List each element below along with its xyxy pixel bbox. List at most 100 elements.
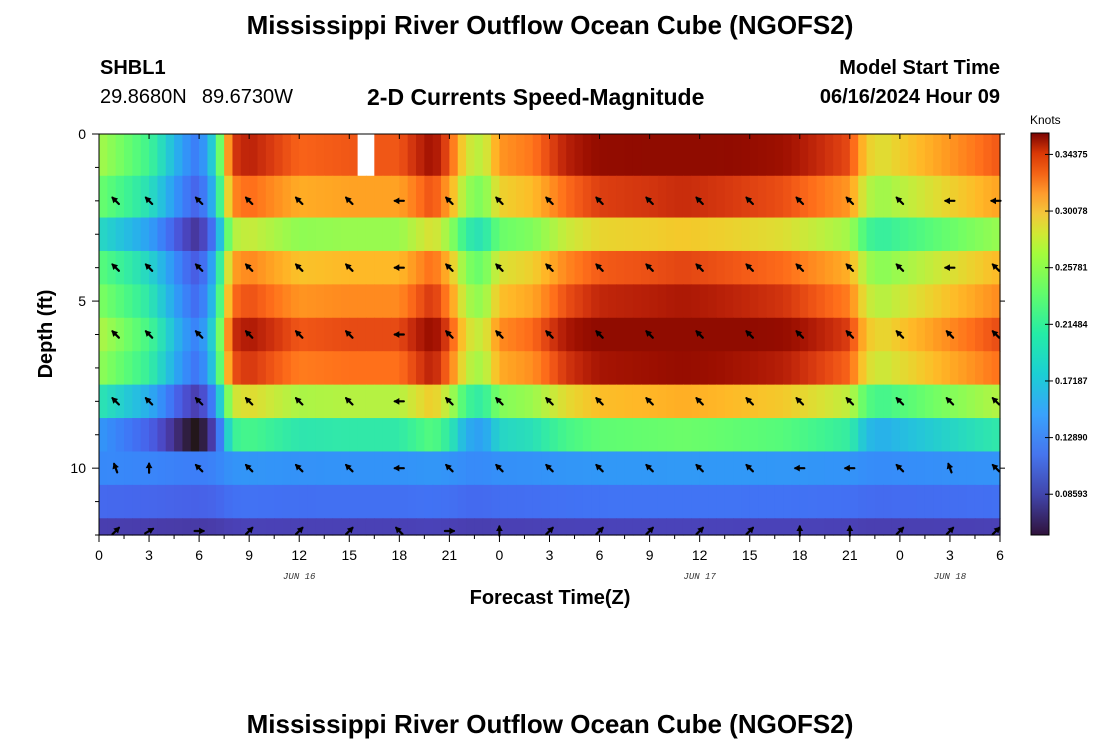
page-title-repeat: Mississippi River Outflow Ocean Cube (NG… xyxy=(246,709,854,739)
heatmap-cell xyxy=(624,484,634,519)
current-vector xyxy=(445,330,454,339)
heatmap-cell xyxy=(657,484,667,519)
heatmap-cell xyxy=(274,284,284,319)
heatmap-cell xyxy=(833,284,843,319)
heatmap-cell xyxy=(708,217,717,252)
heatmap-cell xyxy=(858,451,868,486)
heatmap-cell xyxy=(207,351,217,386)
heatmap-cell xyxy=(824,484,834,519)
heatmap-cell xyxy=(140,250,150,285)
heatmap-cell xyxy=(774,484,784,519)
heatmap-cell xyxy=(340,250,350,285)
heatmap-cell xyxy=(716,451,726,486)
heatmap-cell xyxy=(724,250,734,285)
heatmap-cell xyxy=(390,217,400,252)
heatmap-cell xyxy=(424,451,434,486)
heatmap-cell xyxy=(616,384,626,419)
heatmap-cell xyxy=(599,175,609,219)
heatmap-cell xyxy=(833,250,843,285)
current-vector xyxy=(745,526,755,536)
heatmap-cell xyxy=(224,351,234,386)
heatmap-cell xyxy=(582,451,592,486)
heatmap-cell xyxy=(758,451,767,486)
heatmap-cell xyxy=(674,518,684,536)
heatmap-cell xyxy=(315,250,325,285)
heatmap-cell xyxy=(924,418,934,453)
heatmap-cell xyxy=(315,384,325,419)
current-vector xyxy=(144,397,154,406)
heatmap-cell xyxy=(107,484,117,519)
heatmap-cell xyxy=(332,317,342,352)
heatmap-cell xyxy=(115,284,125,319)
heatmap-cell xyxy=(841,317,851,352)
heatmap-cell xyxy=(607,451,617,486)
heatmap-cell xyxy=(532,284,542,319)
heatmap-cell xyxy=(858,217,868,252)
current-vector xyxy=(895,463,905,473)
heatmap-cell xyxy=(674,284,684,319)
heatmap-cell xyxy=(474,175,484,219)
heatmap-cell xyxy=(157,518,167,536)
heatmap-cell xyxy=(899,317,909,352)
heatmap-cell xyxy=(349,518,359,536)
colorbar: Knots 0.08593 0.12890 0.17187 0.21484 0.2578… xyxy=(1030,113,1088,536)
heatmap-cell xyxy=(124,518,133,536)
heatmap-cell xyxy=(724,134,734,177)
heatmap-cell xyxy=(240,518,250,536)
heatmap-cell xyxy=(983,518,993,536)
heatmap-cell xyxy=(891,317,901,352)
current-vector xyxy=(393,397,405,405)
heatmap-cell xyxy=(215,418,225,453)
current-vector xyxy=(745,330,755,339)
heatmap-cell xyxy=(858,484,868,519)
heatmap-cell xyxy=(215,384,225,419)
heatmap-cell xyxy=(741,217,751,252)
current-vector xyxy=(845,196,855,206)
heatmap-cell xyxy=(524,175,534,219)
heatmap-cell xyxy=(207,250,217,285)
heatmap-cell xyxy=(424,418,434,453)
current-vectors xyxy=(111,196,1002,537)
heatmap-cell xyxy=(457,484,467,519)
heatmap-cell xyxy=(933,175,943,219)
heatmap-cell xyxy=(632,317,642,352)
heatmap-cell xyxy=(891,384,901,419)
heatmap-cell xyxy=(340,384,350,419)
heatmap-cell xyxy=(841,250,851,285)
current-vector xyxy=(345,196,354,206)
heatmap-cell xyxy=(632,418,642,453)
heatmap-cell xyxy=(674,250,684,285)
heatmap-cell xyxy=(866,134,876,177)
heatmap-cell xyxy=(733,175,742,219)
heatmap-cell xyxy=(324,134,334,177)
heatmap-cell xyxy=(507,175,517,219)
heatmap-cell xyxy=(941,451,951,486)
heatmap-cell xyxy=(657,384,667,419)
heatmap-cell xyxy=(165,134,175,177)
heatmap-cell xyxy=(282,134,292,177)
heatmap-cell xyxy=(424,250,434,285)
heatmap-cell xyxy=(616,518,626,536)
heatmap-cell xyxy=(541,351,551,386)
heatmap-cell xyxy=(816,134,826,177)
heatmap-cell xyxy=(199,217,209,252)
heatmap-cell xyxy=(733,217,742,252)
heatmap-cell xyxy=(374,134,384,177)
heatmap-cell xyxy=(282,384,292,419)
heatmap-cell xyxy=(107,418,117,453)
heatmap-cell xyxy=(374,518,384,536)
current-vector xyxy=(194,330,204,339)
heatmap-cell xyxy=(849,134,859,177)
heatmap-cell xyxy=(224,451,234,486)
heatmap-cell xyxy=(616,484,626,519)
heatmap-cell xyxy=(791,250,801,285)
heatmap-cell xyxy=(390,351,400,386)
heatmap-cell xyxy=(966,418,976,453)
heatmap-cell xyxy=(599,518,609,536)
heatmap-cell xyxy=(282,217,292,252)
colorbar-gradient xyxy=(1030,132,1050,536)
heatmap-cell xyxy=(449,175,459,219)
heatmap-cell xyxy=(149,384,158,419)
heatmap-cell xyxy=(265,451,275,486)
heatmap-cell xyxy=(482,217,492,252)
